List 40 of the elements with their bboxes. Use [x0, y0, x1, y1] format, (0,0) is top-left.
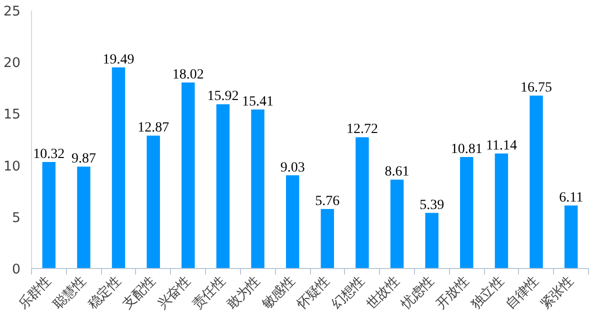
bar: [564, 205, 578, 268]
data-label: 5.76: [315, 194, 340, 210]
data-label: 18.02: [172, 68, 204, 83]
bar: [146, 136, 160, 268]
bar: [251, 109, 264, 268]
data-label: 12.72: [346, 122, 378, 138]
data-label: 12.87: [138, 120, 170, 136]
bar: [530, 96, 543, 268]
bar: [42, 162, 56, 268]
y-tick-label: 20: [4, 56, 21, 72]
bar: [112, 67, 126, 268]
y-tick-label: 15: [4, 108, 21, 123]
data-label: 8.61: [384, 164, 410, 180]
data-label: 15.92: [207, 89, 239, 104]
data-label: 19.49: [102, 52, 134, 68]
bar: [320, 209, 334, 268]
bar: [494, 154, 508, 268]
bar: [390, 180, 404, 268]
bar: [216, 104, 230, 268]
data-label: 10.81: [450, 142, 482, 157]
y-tick-label: 0: [12, 262, 21, 278]
data-label: 9.87: [71, 152, 96, 167]
data-label: 16.75: [520, 80, 552, 96]
y-tick-label: 25: [4, 4, 21, 20]
bar: [425, 212, 438, 268]
bar: [356, 137, 369, 268]
bar: [286, 175, 300, 268]
data-label: 6.11: [559, 190, 584, 206]
y-tick-label: 5: [12, 210, 21, 226]
y-tick-label: 10: [4, 159, 21, 174]
data-label: 10.32: [33, 147, 65, 162]
bar: [77, 166, 90, 268]
bar: [460, 156, 474, 268]
data-label: 9.03: [280, 160, 305, 176]
data-label: 15.41: [242, 94, 274, 110]
data-label: 5.39: [420, 198, 444, 213]
x-tick-label: 开放性: [434, 274, 472, 312]
bar: [182, 82, 195, 268]
data-label: 11.14: [486, 138, 517, 154]
x-tick-label: 紧张性: [538, 274, 576, 312]
